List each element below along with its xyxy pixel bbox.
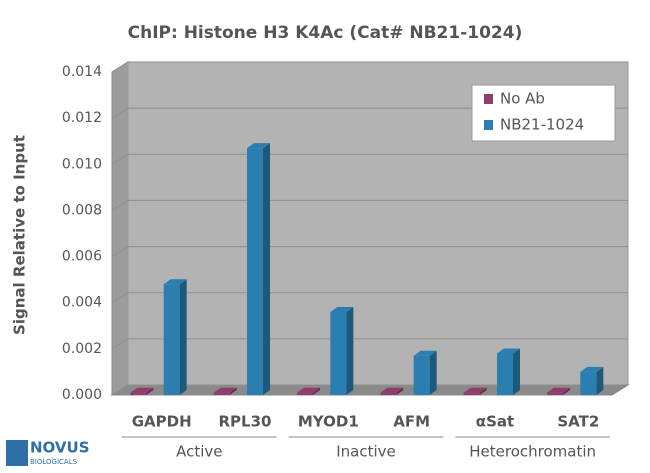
logo-name: NOVUS (30, 439, 90, 457)
bar (547, 392, 563, 395)
x-tick-label: αSat (476, 413, 514, 431)
bar (247, 148, 263, 395)
logo-sub: BIOLOGICALS (30, 458, 78, 466)
grid-line (111, 246, 628, 257)
bar-side (596, 366, 604, 395)
bar-side (313, 387, 320, 395)
chart-title: ChIP: Histone H3 K4Ac (Cat# NB21-1024) (128, 23, 523, 43)
legend: No Ab NB21-1024 (471, 84, 616, 142)
x-tick-label: RPL30 (219, 413, 272, 431)
grid-line (111, 292, 628, 304)
y-tick-label: 0.012 (62, 110, 102, 126)
grid-line (111, 153, 628, 165)
bar (580, 371, 597, 395)
bar-side (563, 387, 570, 395)
bar (463, 392, 480, 395)
grid-line (111, 384, 628, 396)
y-tick-label: 0.008 (62, 202, 102, 218)
y-tick-label: 0.004 (62, 295, 102, 311)
legend-label: No Ab (500, 90, 545, 108)
bar-side (179, 279, 187, 395)
y-tick-label: 0.010 (62, 156, 102, 172)
bar-top (330, 306, 354, 312)
bar (497, 353, 513, 395)
legend-swatch (484, 120, 493, 130)
bar (213, 392, 230, 395)
grid-line (111, 107, 628, 119)
bar-top (247, 143, 270, 149)
grid-line (111, 199, 628, 211)
bar-side (513, 348, 520, 395)
bar-top (463, 387, 487, 393)
y-axis-label: Signal Relative to Input (11, 135, 29, 335)
y-tick-label: 0.002 (62, 341, 102, 357)
group-label: Inactive (336, 443, 396, 461)
bar (330, 311, 347, 395)
bar-side (429, 350, 437, 395)
bar-top (213, 387, 237, 393)
group-label: Heterochromatin (469, 443, 596, 461)
bar-top (547, 387, 570, 393)
x-tick-label: SAT2 (557, 413, 599, 431)
bar (413, 355, 430, 395)
bar-top (413, 350, 437, 356)
logo-mark (6, 440, 28, 466)
bar-top (163, 279, 187, 285)
grid-line (111, 338, 628, 350)
bar-top (297, 387, 320, 393)
y-tick-label: 0.014 (62, 64, 102, 80)
bar-top (497, 348, 520, 354)
x-tick-label: MYOD1 (298, 413, 359, 431)
bar-top (580, 366, 604, 372)
y-tick-label: 0.006 (62, 249, 102, 265)
y-tick-label: 0.000 (62, 387, 102, 403)
logo: NOVUS BIOLOGICALS (6, 439, 90, 466)
bar-side (346, 306, 354, 395)
bar-side (263, 143, 270, 395)
grid-line (111, 61, 628, 73)
bar (297, 392, 313, 395)
bar-side (396, 387, 404, 395)
side-wall (111, 61, 129, 396)
legend-label: NB21-1024 (500, 116, 584, 134)
bar-side (146, 387, 154, 395)
x-tick-label: AFM (393, 413, 430, 431)
bar (130, 392, 147, 395)
bar-top (130, 387, 154, 393)
group-label: Active (176, 443, 222, 461)
bar-side (479, 387, 487, 395)
legend-swatch (484, 94, 493, 104)
x-tick-label: GAPDH (132, 413, 192, 431)
legend-box (471, 84, 616, 142)
bar-top (380, 387, 404, 393)
bar (380, 392, 397, 395)
bar (163, 284, 180, 395)
bar-side (229, 387, 237, 395)
